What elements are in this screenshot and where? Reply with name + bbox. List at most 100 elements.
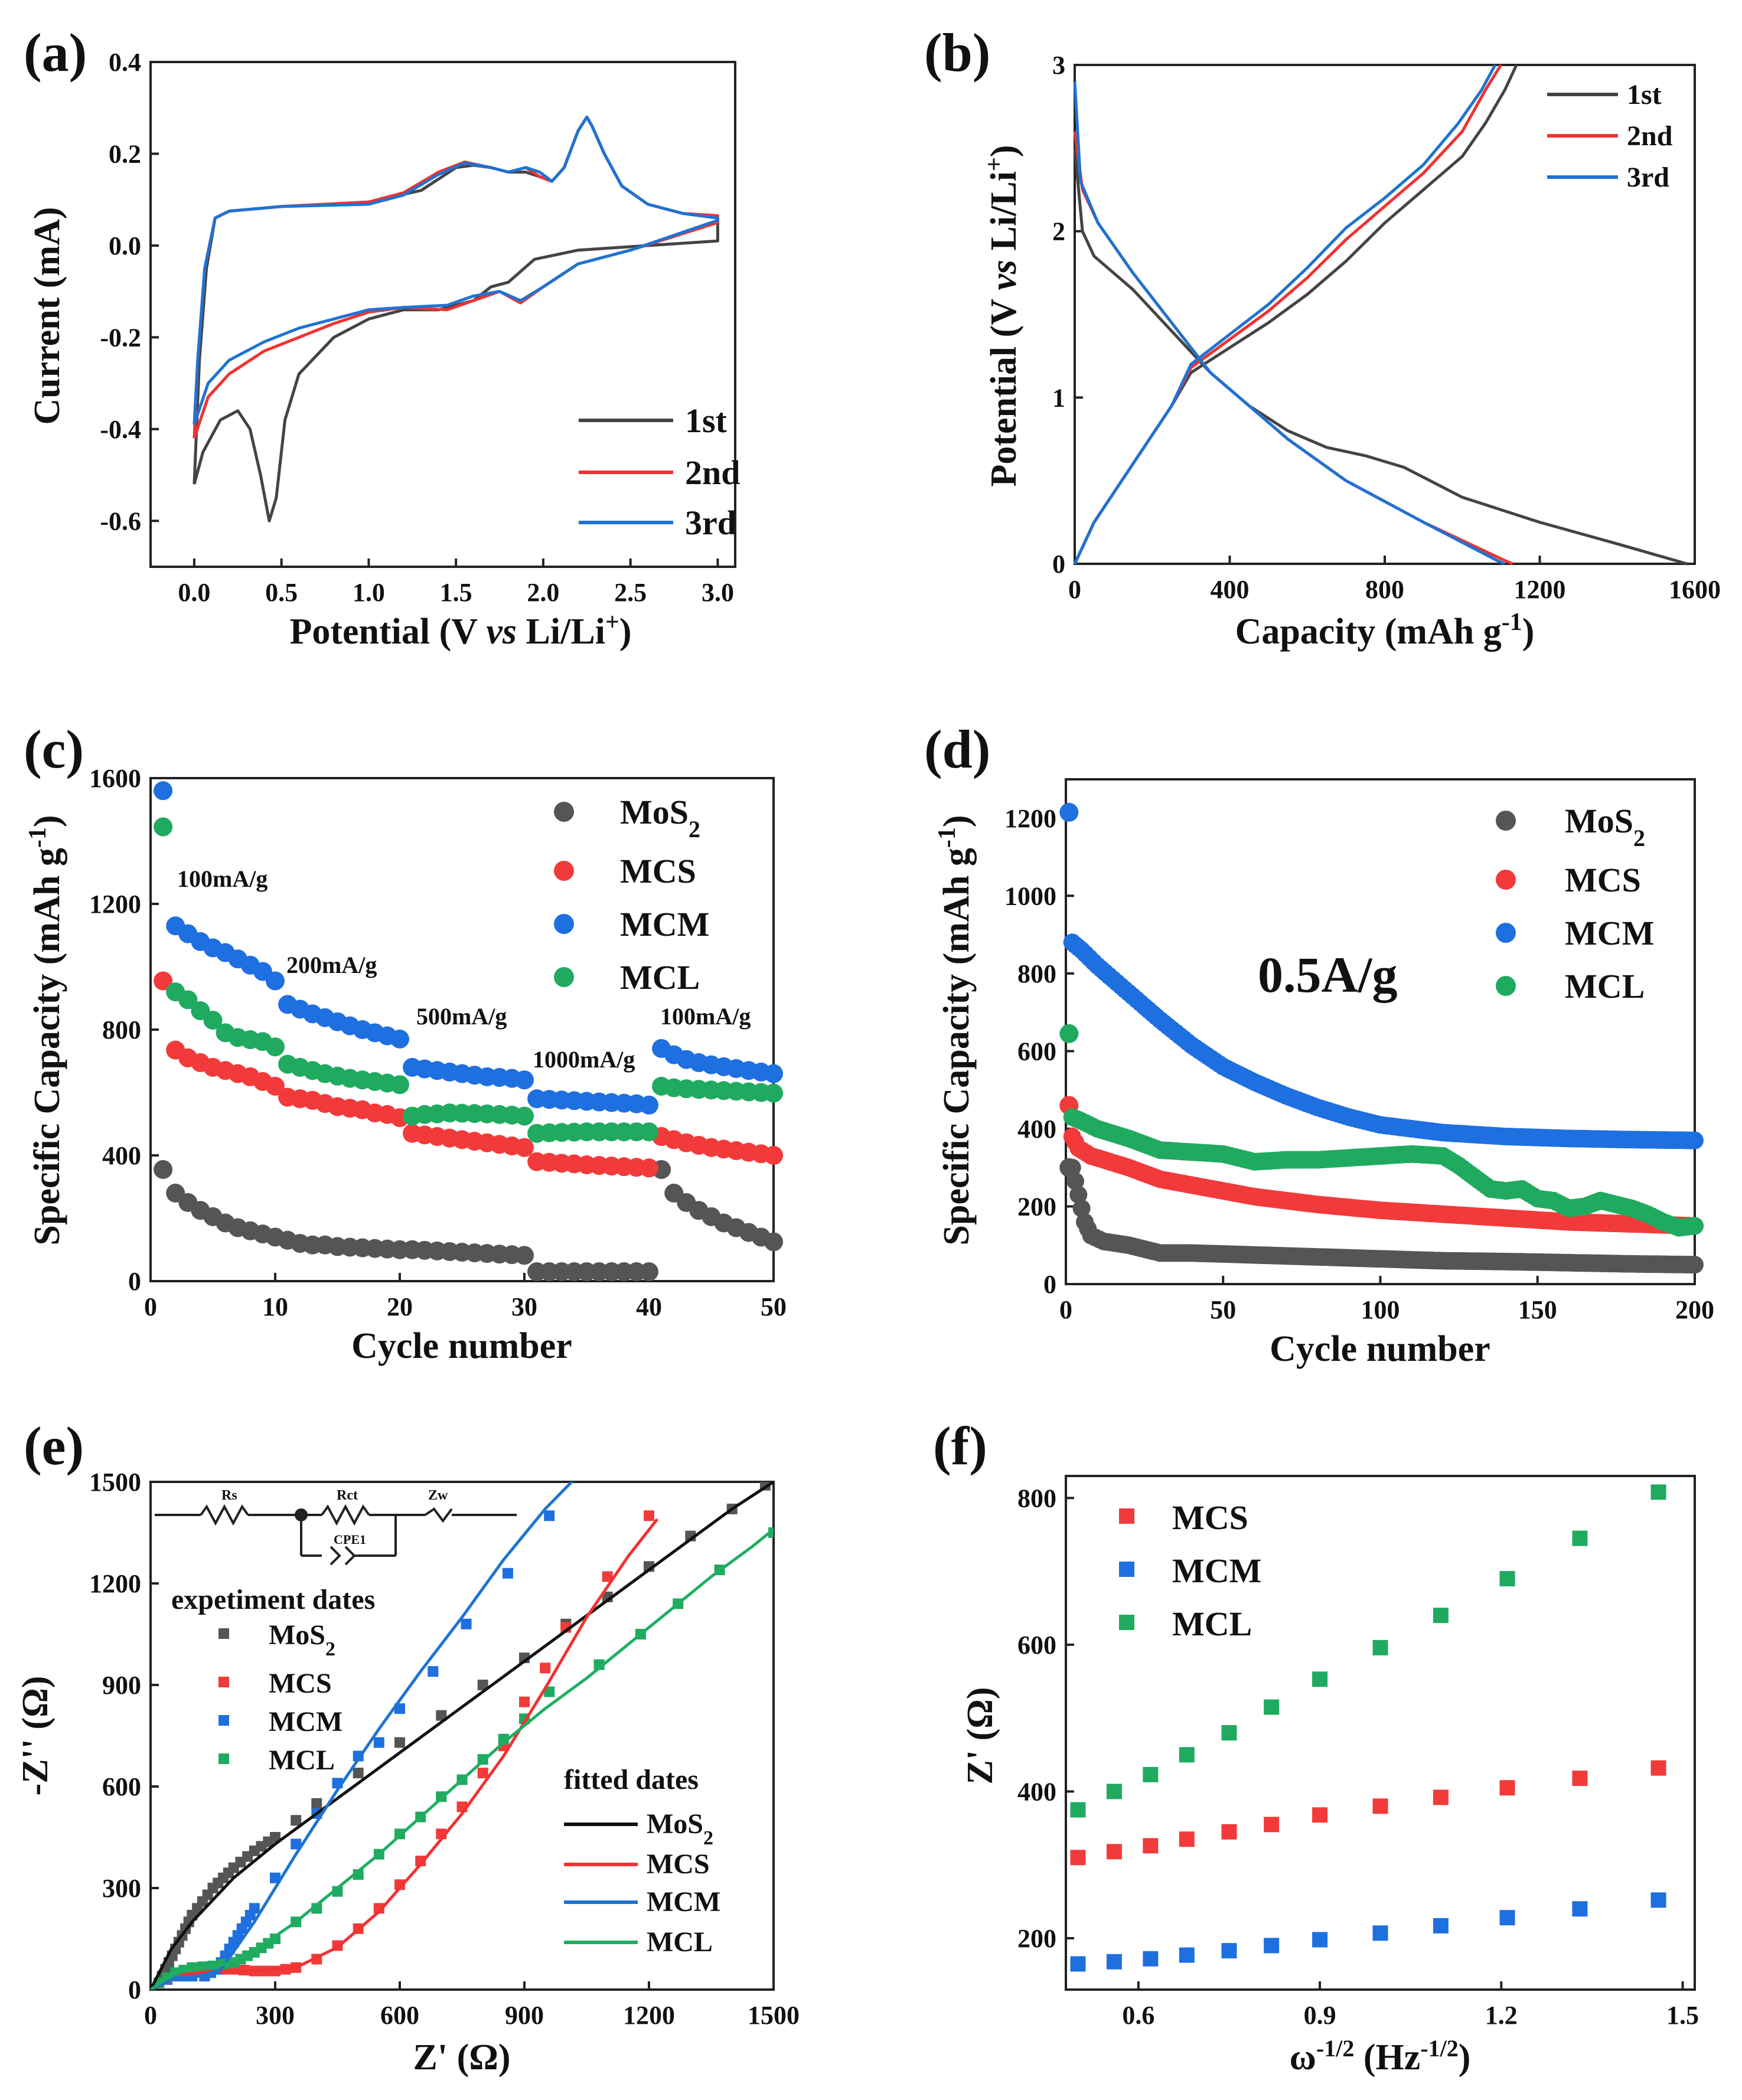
eis-fit-MCM <box>151 1482 574 1990</box>
x-tick-label: 2.5 <box>614 578 647 607</box>
x-tick-label: 0 <box>1059 1295 1072 1324</box>
legend-label-2nd: 2nd <box>685 453 740 492</box>
warburg-point-MCM <box>1221 1943 1237 1959</box>
warburg-point-MCS <box>1433 1789 1449 1805</box>
panel-d-ylabel: Specific Capacity (mAh g-1) <box>934 815 977 1246</box>
rate-point-MCL <box>515 1106 534 1126</box>
legend-marker-mcl <box>1119 1615 1134 1630</box>
x-tick-label: 3.0 <box>702 578 734 607</box>
legend-marker-mcs <box>554 861 574 881</box>
y-tick-label: 0.0 <box>109 231 141 260</box>
gcd-curve-3rd-discharge <box>1073 81 1506 566</box>
warburg-point-MCS <box>1572 1771 1588 1787</box>
rate-point-MCM <box>266 971 285 991</box>
cycling-point-MCL <box>1686 1217 1704 1235</box>
x-tick-label: 1.2 <box>1485 2001 1518 2030</box>
eis-point-MCS <box>415 1856 426 1867</box>
rate-point-MCS <box>266 1076 285 1096</box>
eis-point-MoS2 <box>270 1832 280 1843</box>
legend-marker-mos2 <box>218 1628 229 1639</box>
x-tick-label: 1200 <box>1514 575 1566 604</box>
x-tick-label: 50 <box>761 1292 787 1321</box>
y-tick-label: 400 <box>1017 1115 1056 1144</box>
eis-point-MCS <box>394 1879 405 1890</box>
legend-label-3rd: 3rd <box>685 504 736 542</box>
eis-point-MCL <box>544 1686 555 1697</box>
cpe-icon <box>330 1546 341 1566</box>
y-tick-label: 600 <box>1017 1631 1056 1660</box>
y-tick-label: 400 <box>1017 1777 1056 1806</box>
panel-f: (f) 0.6 0.9 1.2 1.5 200 400 600 800 ω-1/2 (Hz-1… <box>933 1416 1699 2078</box>
eis-fit-MCL <box>151 1528 774 1990</box>
warburg-point-MCL <box>1650 1484 1666 1500</box>
circuit-label-rs: Rs <box>221 1488 237 1503</box>
legend-fit-label-mcl: MCL <box>647 1926 713 1958</box>
y-tick-label: 0 <box>128 1975 141 2004</box>
warburg-point-MCS <box>1650 1760 1666 1776</box>
rate-point-MCL <box>203 1011 223 1030</box>
y-tick-label: 1200 <box>89 890 141 919</box>
panel-c: (c) 0 10 20 30 40 50 0 400 800 1200 1600 Cycle num… <box>24 719 787 1366</box>
legend-label-mcl: MCL <box>1172 1605 1252 1643</box>
panel-d-label: (d) <box>924 719 990 779</box>
eis-point-MCM <box>249 1903 260 1914</box>
legend-label-mos2: MoS2 <box>620 793 700 842</box>
x-tick-label: 50 <box>1210 1295 1236 1324</box>
gcd-curve-3rd-charge <box>1073 64 1497 565</box>
legend-label-mcm: MCM <box>1565 914 1654 952</box>
y-tick-label: 1200 <box>1004 804 1056 833</box>
legend-label-mcl: MCL <box>269 1745 335 1776</box>
rate-point-MCM <box>515 1070 534 1090</box>
warburg-point-MCS <box>1221 1824 1237 1840</box>
x-tick-label: 1500 <box>748 2001 800 2030</box>
y-tick-label: 1200 <box>89 1569 141 1598</box>
eis-point-MoS2 <box>311 1798 322 1809</box>
gcd-curve-1st-charge <box>1073 64 1518 565</box>
warburg-icon <box>424 1507 453 1523</box>
panel-e-frame <box>149 1481 775 1991</box>
x-tick-label: 200 <box>1675 1295 1714 1324</box>
warburg-point-MCM <box>1572 1901 1588 1917</box>
panel-e-ylabel: -Z'' (Ω) <box>15 1676 56 1796</box>
warburg-point-MCM <box>1650 1892 1666 1908</box>
legend-marker-mcm <box>554 914 574 934</box>
legend-label-mcl: MCL <box>1565 967 1645 1005</box>
legend-marker-mos2 <box>1496 811 1516 831</box>
panel-d: (d) 0 50 100 150 200 0 200 400 600 800 1000 1200 Cy… <box>924 719 1714 1369</box>
legend-fit-label-mcm: MCM <box>647 1886 720 1918</box>
legend-marker-mcl <box>1496 976 1516 996</box>
legend-marker-mcm <box>1119 1562 1134 1577</box>
legend-label-mcs: MCS <box>1565 861 1641 899</box>
warburg-point-MCL <box>1143 1766 1159 1782</box>
gcd-curve-2nd-discharge <box>1073 131 1513 566</box>
eis-point-MCM <box>428 1666 439 1677</box>
rate-point-MoS2 <box>515 1246 534 1265</box>
gcd-curve-2nd-charge <box>1073 64 1503 565</box>
cycling-point-MCM <box>1686 1131 1704 1149</box>
rate-point-MCM <box>764 1064 783 1083</box>
legend-label-3rd: 3rd <box>1627 162 1669 193</box>
circuit-label-cpe1: CPE1 <box>334 1532 366 1547</box>
rate-point-MCL <box>640 1122 658 1142</box>
panel-f-frame <box>1065 1475 1696 1991</box>
legend-label-mcl: MCL <box>620 958 700 997</box>
y-tick-label: -0.6 <box>100 507 141 535</box>
gcd-curve-1st-discharge <box>1073 148 1688 566</box>
legend-label-mcm: MCM <box>269 1706 342 1738</box>
rate-point-MCM <box>640 1095 658 1115</box>
warburg-point-MCS <box>1179 1831 1195 1847</box>
y-tick-label: 300 <box>102 1874 141 1903</box>
rate-point-MCL <box>266 1037 285 1057</box>
warburg-point-MCS <box>1070 1850 1086 1866</box>
y-tick-label: 800 <box>1017 1484 1056 1513</box>
resistor-rct-icon <box>321 1504 370 1526</box>
panel-d-xlabel: Cycle number <box>1270 1329 1490 1369</box>
y-tick-label: 0 <box>1052 550 1065 579</box>
eis-point-MCM <box>373 1737 384 1748</box>
panel-d-legend: MoS2 MCS MCM MCL <box>1496 802 1654 1005</box>
cycling-first-point-MCL <box>1059 1024 1079 1043</box>
x-tick-label: 0.5 <box>265 578 298 607</box>
legend-marker-mcl <box>554 967 574 987</box>
eis-point-MCS <box>644 1510 654 1521</box>
legend-marker-mcm <box>218 1715 229 1726</box>
